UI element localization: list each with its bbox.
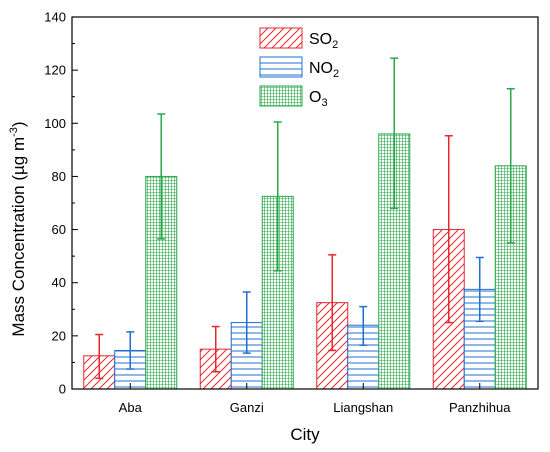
y-tick-label-20: 20 xyxy=(52,328,66,343)
y-axis-title-superscript: -3 xyxy=(8,127,20,137)
y-tick-label-0: 0 xyxy=(59,382,66,397)
legend-label-main-0: SO xyxy=(309,31,332,48)
y-tick-label-140: 140 xyxy=(44,10,66,25)
x-tick-label-3: Panzhihua xyxy=(449,400,511,415)
y-axis-title-main: Mass Concentration (µg m xyxy=(9,137,28,337)
y-tick-label-40: 40 xyxy=(52,275,66,290)
x-tick-label-0: Aba xyxy=(119,400,143,415)
legend-label-1: NO2 xyxy=(309,60,339,80)
legend-label-2: O3 xyxy=(309,89,328,109)
y-tick-label-80: 80 xyxy=(52,169,66,184)
y-tick-label-100: 100 xyxy=(44,116,66,131)
legend-label-main-2: O xyxy=(309,89,321,106)
legend-label-0: SO2 xyxy=(309,31,338,51)
legend-label-sub-0: 2 xyxy=(332,39,338,51)
y-tick-label-60: 60 xyxy=(52,222,66,237)
legend-label-sub-2: 3 xyxy=(321,97,327,109)
y-axis-title: Mass Concentration (µg m-3) xyxy=(8,121,28,336)
x-tick-label-2: Liangshan xyxy=(333,400,393,415)
x-axis-title: City xyxy=(290,425,320,444)
legend-swatch-1 xyxy=(259,56,303,78)
legend-label-sub-1: 2 xyxy=(333,68,339,80)
legend-label-main-1: NO xyxy=(309,60,333,77)
plot-area: 0 20 40 60 80 100 120 140 Aba Ganzi Liangshan Panzh… xyxy=(44,10,539,415)
x-tick-label-1: Ganzi xyxy=(230,400,264,415)
legend-swatch-0 xyxy=(259,27,303,49)
y-tick-label-120: 120 xyxy=(44,63,66,78)
y-axis-title-tail: ) xyxy=(9,121,28,127)
legend-swatch-2 xyxy=(259,85,303,107)
